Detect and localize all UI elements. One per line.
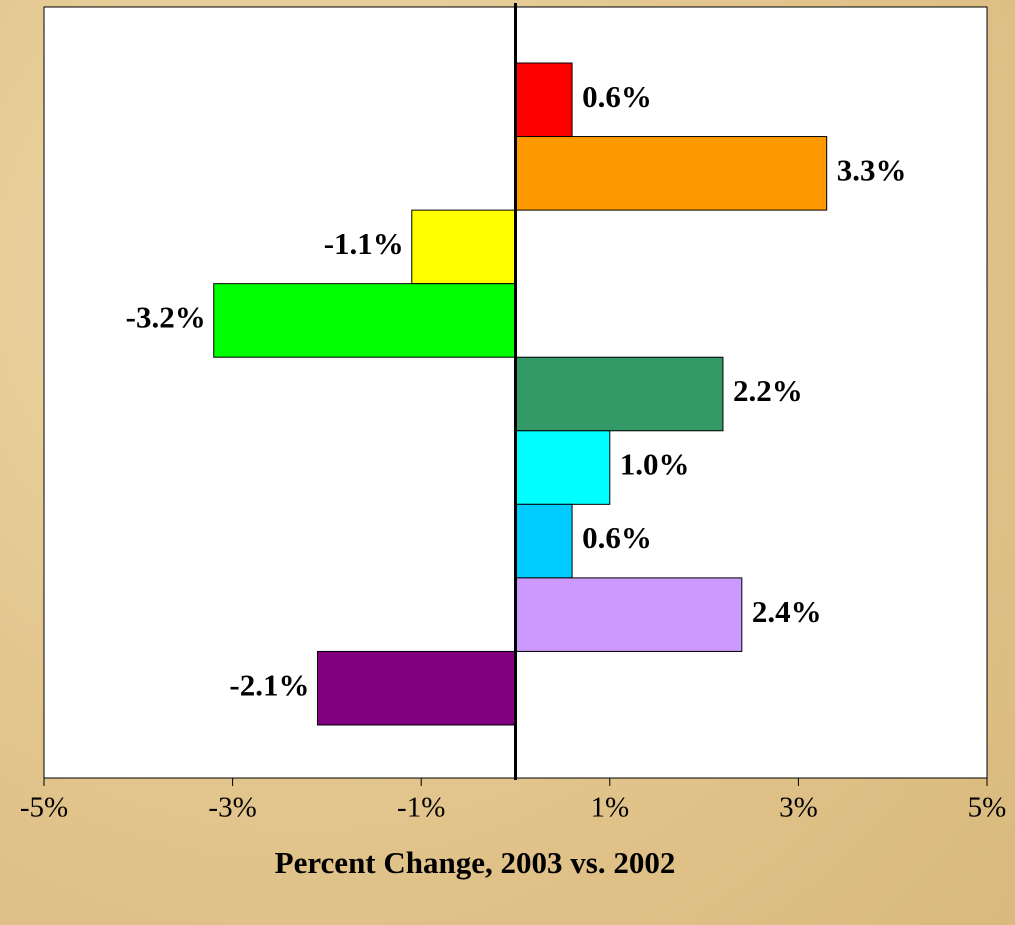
bar (213, 283, 517, 358)
bar (515, 62, 573, 138)
data-label: 1.0% (620, 447, 690, 482)
data-label: -3.2% (126, 300, 206, 335)
bar (316, 650, 516, 726)
x-tick-label: -1% (397, 792, 445, 824)
x-tick-label: -3% (208, 792, 256, 824)
bar (515, 577, 743, 652)
bar (515, 503, 573, 579)
data-label: 0.6% (582, 520, 652, 555)
bar (411, 209, 516, 285)
x-tick-label: 5% (968, 792, 1007, 824)
data-label: 3.3% (837, 152, 907, 187)
data-label: -1.1% (324, 226, 404, 261)
bar (515, 136, 828, 211)
data-label: 2.2% (733, 373, 803, 408)
x-tick-label: 3% (779, 792, 818, 824)
x-tick-label: 1% (590, 792, 629, 824)
bar (515, 356, 724, 432)
x-tick-label: -5% (20, 792, 68, 824)
x-axis-label: Percent Change, 2003 vs. 2002 (275, 845, 676, 880)
data-label: 0.6% (582, 79, 652, 114)
bar (515, 430, 611, 505)
data-label: 2.4% (752, 594, 822, 629)
data-label: -2.1% (229, 667, 309, 702)
